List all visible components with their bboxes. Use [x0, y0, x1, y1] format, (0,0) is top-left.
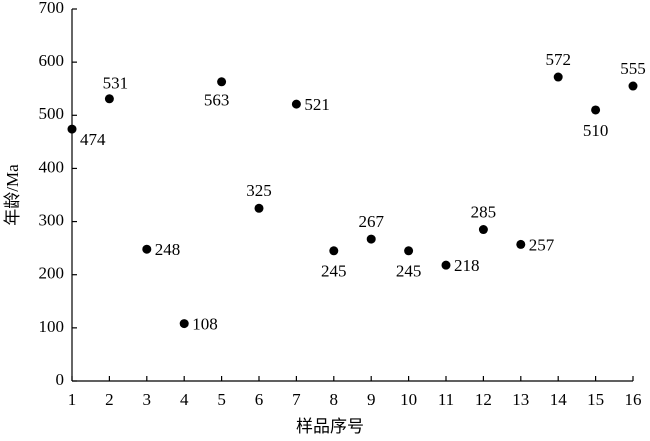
x-tick-label: 9	[367, 390, 376, 409]
y-tick-label: 300	[39, 210, 65, 229]
point	[404, 246, 414, 256]
point	[329, 246, 339, 256]
point	[478, 225, 488, 235]
x-tick-label: 5	[217, 390, 226, 409]
data-label: 572	[545, 50, 571, 69]
data-label: 563	[204, 91, 230, 110]
data-label: 245	[396, 262, 422, 281]
x-tick-label: 15	[587, 390, 604, 409]
data-label: 555	[620, 59, 646, 78]
data-label: 510	[583, 121, 609, 140]
x-tick-label: 8	[330, 390, 339, 409]
point	[104, 94, 114, 104]
point	[179, 319, 189, 329]
x-tick-label: 6	[255, 390, 264, 409]
data-label: 108	[192, 315, 218, 334]
x-tick-label: 1	[68, 390, 77, 409]
point	[366, 234, 376, 244]
y-tick-label: 100	[39, 317, 65, 336]
data-label: 531	[103, 74, 129, 93]
y-tick-label: 700	[39, 0, 65, 17]
x-tick-label: 12	[475, 390, 492, 409]
point	[142, 244, 152, 254]
point	[591, 105, 601, 115]
y-tick-label: 400	[39, 157, 65, 176]
y-tick-label: 500	[39, 104, 65, 123]
data-label: 245	[321, 262, 347, 281]
data-label: 285	[471, 202, 497, 221]
point	[441, 260, 451, 270]
data-label: 267	[358, 212, 384, 231]
y-tick-label: 200	[39, 264, 65, 283]
data-label: 218	[454, 256, 480, 275]
point	[628, 81, 638, 91]
x-tick-label: 13	[512, 390, 529, 409]
point	[553, 72, 563, 82]
y-tick-label: 600	[39, 51, 65, 70]
x-tick-label: 10	[400, 390, 417, 409]
x-tick-label: 2	[105, 390, 114, 409]
point	[67, 124, 77, 134]
y-axis-label: 年龄/Ma	[3, 164, 22, 226]
x-tick-label: 16	[625, 390, 642, 409]
y-tick-label: 0	[56, 370, 65, 389]
x-tick-label: 7	[292, 390, 301, 409]
point	[516, 239, 526, 249]
point	[217, 77, 227, 87]
x-tick-label: 11	[438, 390, 454, 409]
point	[291, 99, 301, 109]
x-axis-label: 样品序号	[296, 417, 364, 436]
data-label: 474	[80, 130, 106, 149]
x-tick-label: 3	[143, 390, 152, 409]
point	[254, 203, 264, 213]
data-label: 521	[304, 95, 330, 114]
data-label: 248	[155, 240, 181, 259]
x-tick-label: 14	[550, 390, 568, 409]
data-label: 257	[529, 235, 555, 254]
x-tick-label: 4	[180, 390, 189, 409]
data-label: 325	[246, 181, 272, 200]
